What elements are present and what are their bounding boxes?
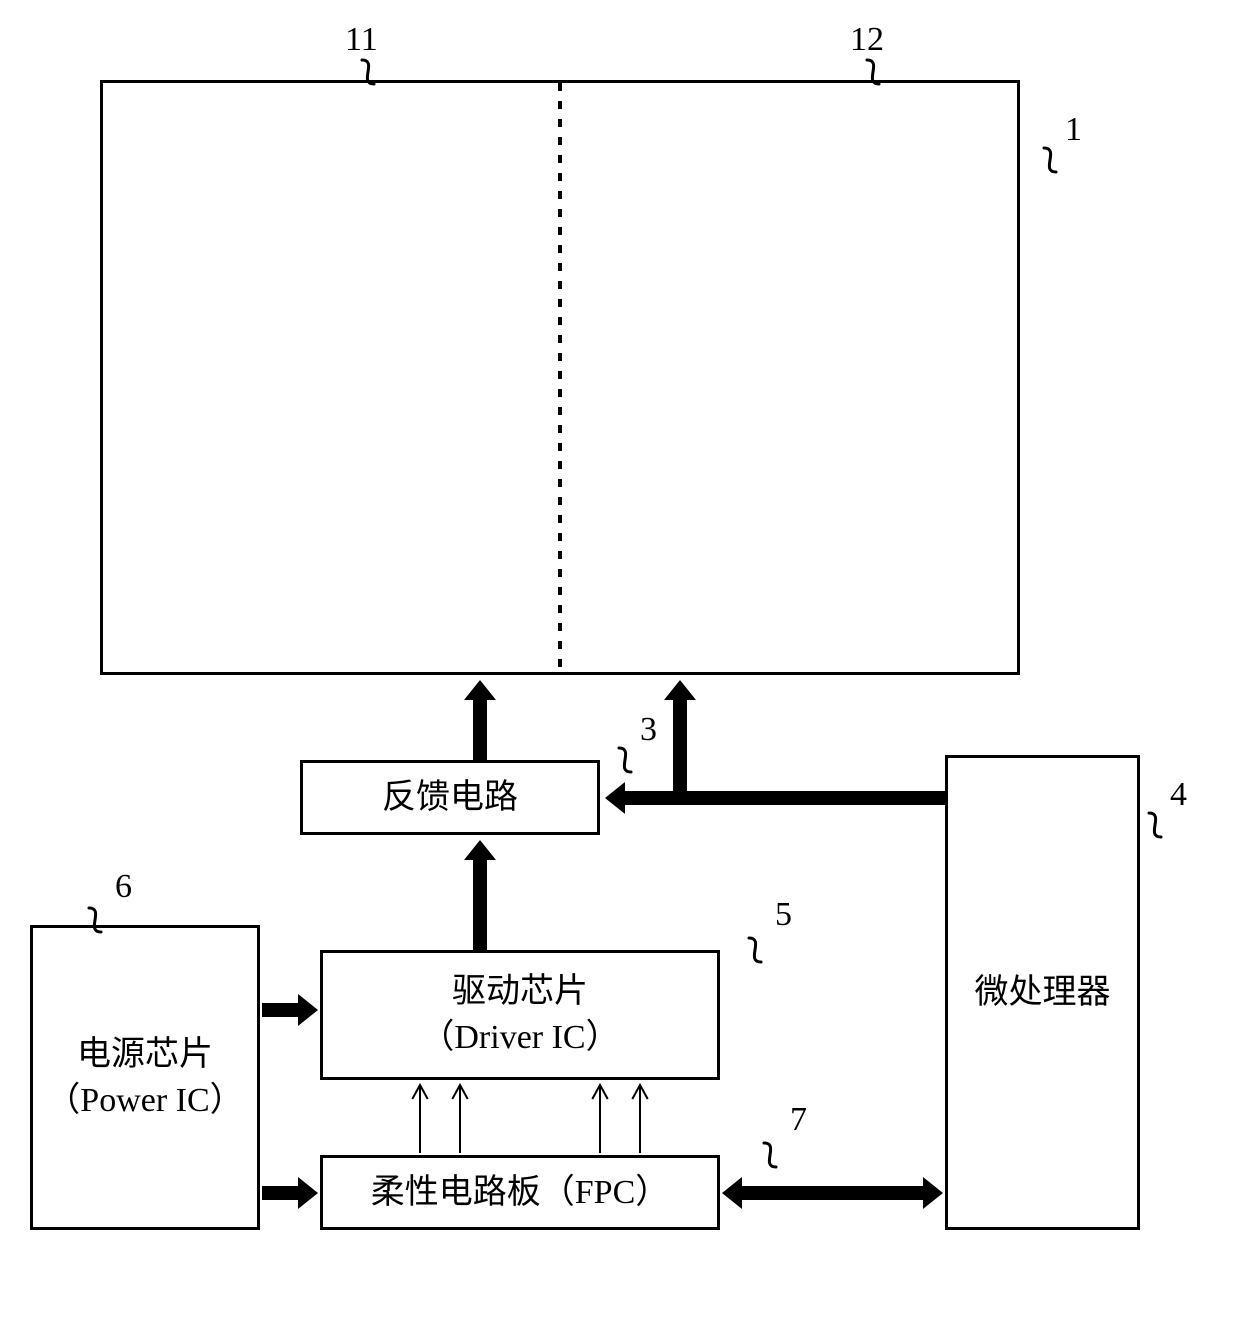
power-ic-label-1: 电源芯片 — [77, 1032, 213, 1078]
driver-ic-box: 驱动芯片 （Driver IC） — [320, 950, 720, 1080]
diagram-canvas: 反馈电路 驱动芯片 （Driver IC） 电源芯片 （Power IC） 微处… — [0, 0, 1240, 1323]
ref-label-11: 11 — [345, 21, 378, 59]
ref-label-6: 6 — [115, 868, 132, 906]
driver-ic-label-2: （Driver IC） — [420, 1015, 619, 1061]
fpc-box: 柔性电路板（FPC） — [320, 1155, 720, 1230]
display-panel-box — [100, 80, 1020, 675]
microprocessor-label: 微处理器 — [975, 970, 1111, 1016]
fpc-label: 柔性电路板（FPC） — [371, 1170, 670, 1216]
power-ic-box: 电源芯片 （Power IC） — [30, 925, 260, 1230]
feedback-circuit-box: 反馈电路 — [300, 760, 600, 835]
feedback-circuit-label: 反馈电路 — [382, 775, 518, 821]
ref-label-3: 3 — [640, 711, 657, 749]
ref-label-4: 4 — [1170, 776, 1187, 814]
driver-ic-label-1: 驱动芯片 — [452, 969, 588, 1015]
ref-label-7: 7 — [790, 1101, 807, 1139]
ref-label-12: 12 — [850, 21, 884, 59]
power-ic-label-2: （Power IC） — [46, 1078, 243, 1124]
ref-label-5: 5 — [775, 896, 792, 934]
ref-label-1: 1 — [1065, 111, 1082, 149]
microprocessor-box: 微处理器 — [945, 755, 1140, 1230]
